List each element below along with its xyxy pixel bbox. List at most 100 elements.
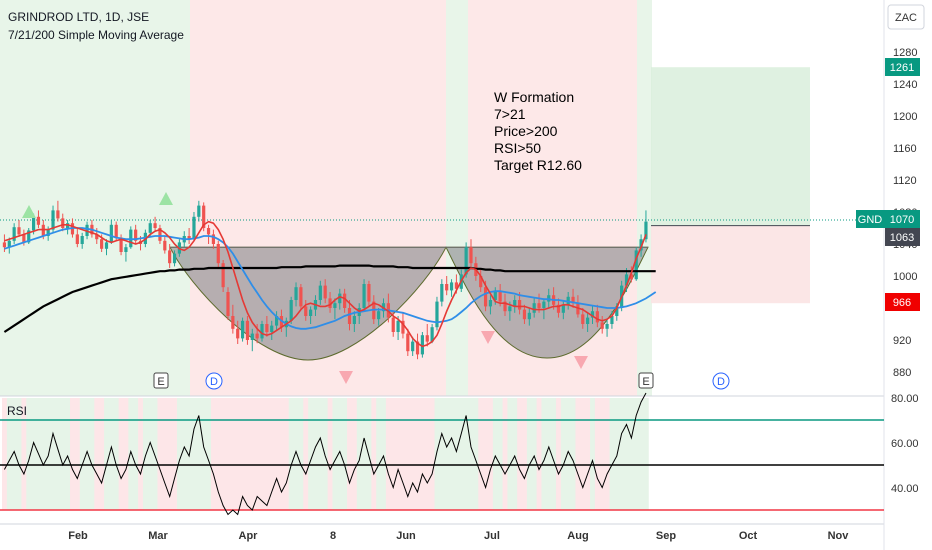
- time-axis[interactable]: Feb Mar Apr 8 Jun Jul Aug Sep Oct Nov: [68, 530, 849, 542]
- time-tick-label: Nov: [828, 530, 850, 542]
- rsi-zone: [395, 398, 401, 510]
- candle-body: [343, 293, 347, 308]
- candle: [80, 232, 84, 249]
- candle: [367, 280, 371, 307]
- annotation-line: Price>200: [494, 123, 558, 139]
- candle-body: [245, 320, 250, 340]
- annotation-line: RSI>50: [494, 140, 541, 156]
- rsi-zone: [152, 398, 158, 510]
- rsi-zone: [230, 398, 236, 510]
- candle: [158, 224, 162, 244]
- dividend-marker[interactable]: D: [712, 372, 730, 390]
- candle: [556, 298, 561, 318]
- candle-body: [479, 276, 483, 288]
- indicator-title[interactable]: 7/21/200 Simple Moving Average: [8, 28, 184, 42]
- rsi-zone: [609, 398, 615, 510]
- candle-body: [95, 234, 99, 240]
- candle: [435, 296, 439, 331]
- rsi-zone: [546, 398, 552, 510]
- price-tag-bg: [885, 293, 920, 311]
- earnings-marker[interactable]: E: [153, 372, 169, 389]
- rsi-zone: [633, 398, 640, 510]
- ticker-tag-bg: [856, 210, 885, 228]
- rsi-zone: [196, 398, 202, 510]
- price-tick-label: 1000: [893, 271, 917, 283]
- rsi-zone: [259, 398, 265, 510]
- rsi-zone: [483, 398, 489, 510]
- candle-body: [221, 263, 225, 288]
- candle: [318, 280, 322, 305]
- rsi-zone: [575, 398, 581, 510]
- candle: [75, 228, 79, 248]
- rsi-zone: [235, 398, 241, 510]
- candle: [352, 311, 356, 332]
- candle-body: [430, 327, 434, 342]
- rsi-zone: [172, 398, 178, 510]
- rsi-zone: [638, 398, 644, 510]
- symbol-title[interactable]: GRINDROD LTD, 1D, JSE: [8, 10, 149, 24]
- rsi-zone: [531, 398, 537, 510]
- dividend-circle: [712, 372, 730, 390]
- time-tick-label: Jul: [484, 530, 500, 542]
- rsi-zone: [84, 398, 90, 510]
- candle: [415, 333, 420, 360]
- trend-zone: [637, 0, 652, 396]
- price-tag: 1070: [885, 210, 920, 228]
- candle-body: [192, 216, 196, 240]
- earnings-marker[interactable]: E: [638, 372, 654, 389]
- grid: [0, 0, 885, 550]
- candle-body: [425, 335, 429, 342]
- rsi-zone: [478, 398, 484, 510]
- rsi-zone: [444, 398, 450, 510]
- candle: [299, 284, 303, 310]
- candle: [187, 228, 191, 244]
- rsi-zone: [628, 398, 635, 510]
- dividend-marker[interactable]: D: [205, 372, 223, 390]
- ticker-tag-label: GND: [858, 214, 883, 226]
- candle-body: [362, 284, 366, 308]
- candle: [595, 304, 599, 328]
- time-tick-label: Feb: [68, 530, 88, 542]
- candle-body: [333, 303, 337, 308]
- candle-body: [493, 292, 497, 300]
- rsi-zone: [619, 398, 625, 510]
- currency-button[interactable]: ZAC: [887, 4, 925, 30]
- candle-body: [396, 320, 400, 332]
- candle: [488, 295, 493, 315]
- price-tick-label: 1160: [893, 143, 917, 155]
- rsi-pane-label[interactable]: RSI: [7, 404, 27, 418]
- price-axis[interactable]: 8809201000104010801120116012001240128040…: [891, 47, 919, 495]
- annotation-text[interactable]: W Formation 7>21 Price>200 RSI>50 Target…: [494, 89, 582, 173]
- candle: [440, 279, 444, 307]
- price-tick-label: 880: [893, 367, 911, 379]
- candle: [255, 324, 259, 344]
- candle-body: [498, 292, 502, 302]
- stop-zone: [651, 225, 810, 304]
- sma-7-line: [4, 220, 647, 348]
- price-tick-label: 1120: [893, 175, 917, 187]
- candle-body: [265, 324, 269, 332]
- candle-body: [513, 300, 517, 307]
- candle-body: [255, 333, 259, 339]
- candle: [420, 332, 424, 358]
- rsi-zone: [473, 398, 479, 510]
- rsi-zone: [99, 398, 105, 510]
- candle: [211, 229, 216, 249]
- rsi-zone: [245, 398, 251, 510]
- candle: [197, 200, 201, 222]
- candle-body: [435, 301, 439, 328]
- candle: [406, 328, 410, 356]
- rsi-zone: [468, 398, 474, 510]
- candle: [333, 298, 337, 320]
- rsi-zone: [458, 398, 465, 510]
- rsi-zone: [453, 398, 460, 510]
- candle: [2, 234, 7, 252]
- long-position-tool[interactable]: [0, 67, 884, 304]
- candle: [134, 224, 138, 244]
- candle: [289, 296, 293, 324]
- candle: [61, 213, 65, 232]
- candle-body: [420, 335, 424, 355]
- rsi-zone: [79, 398, 86, 510]
